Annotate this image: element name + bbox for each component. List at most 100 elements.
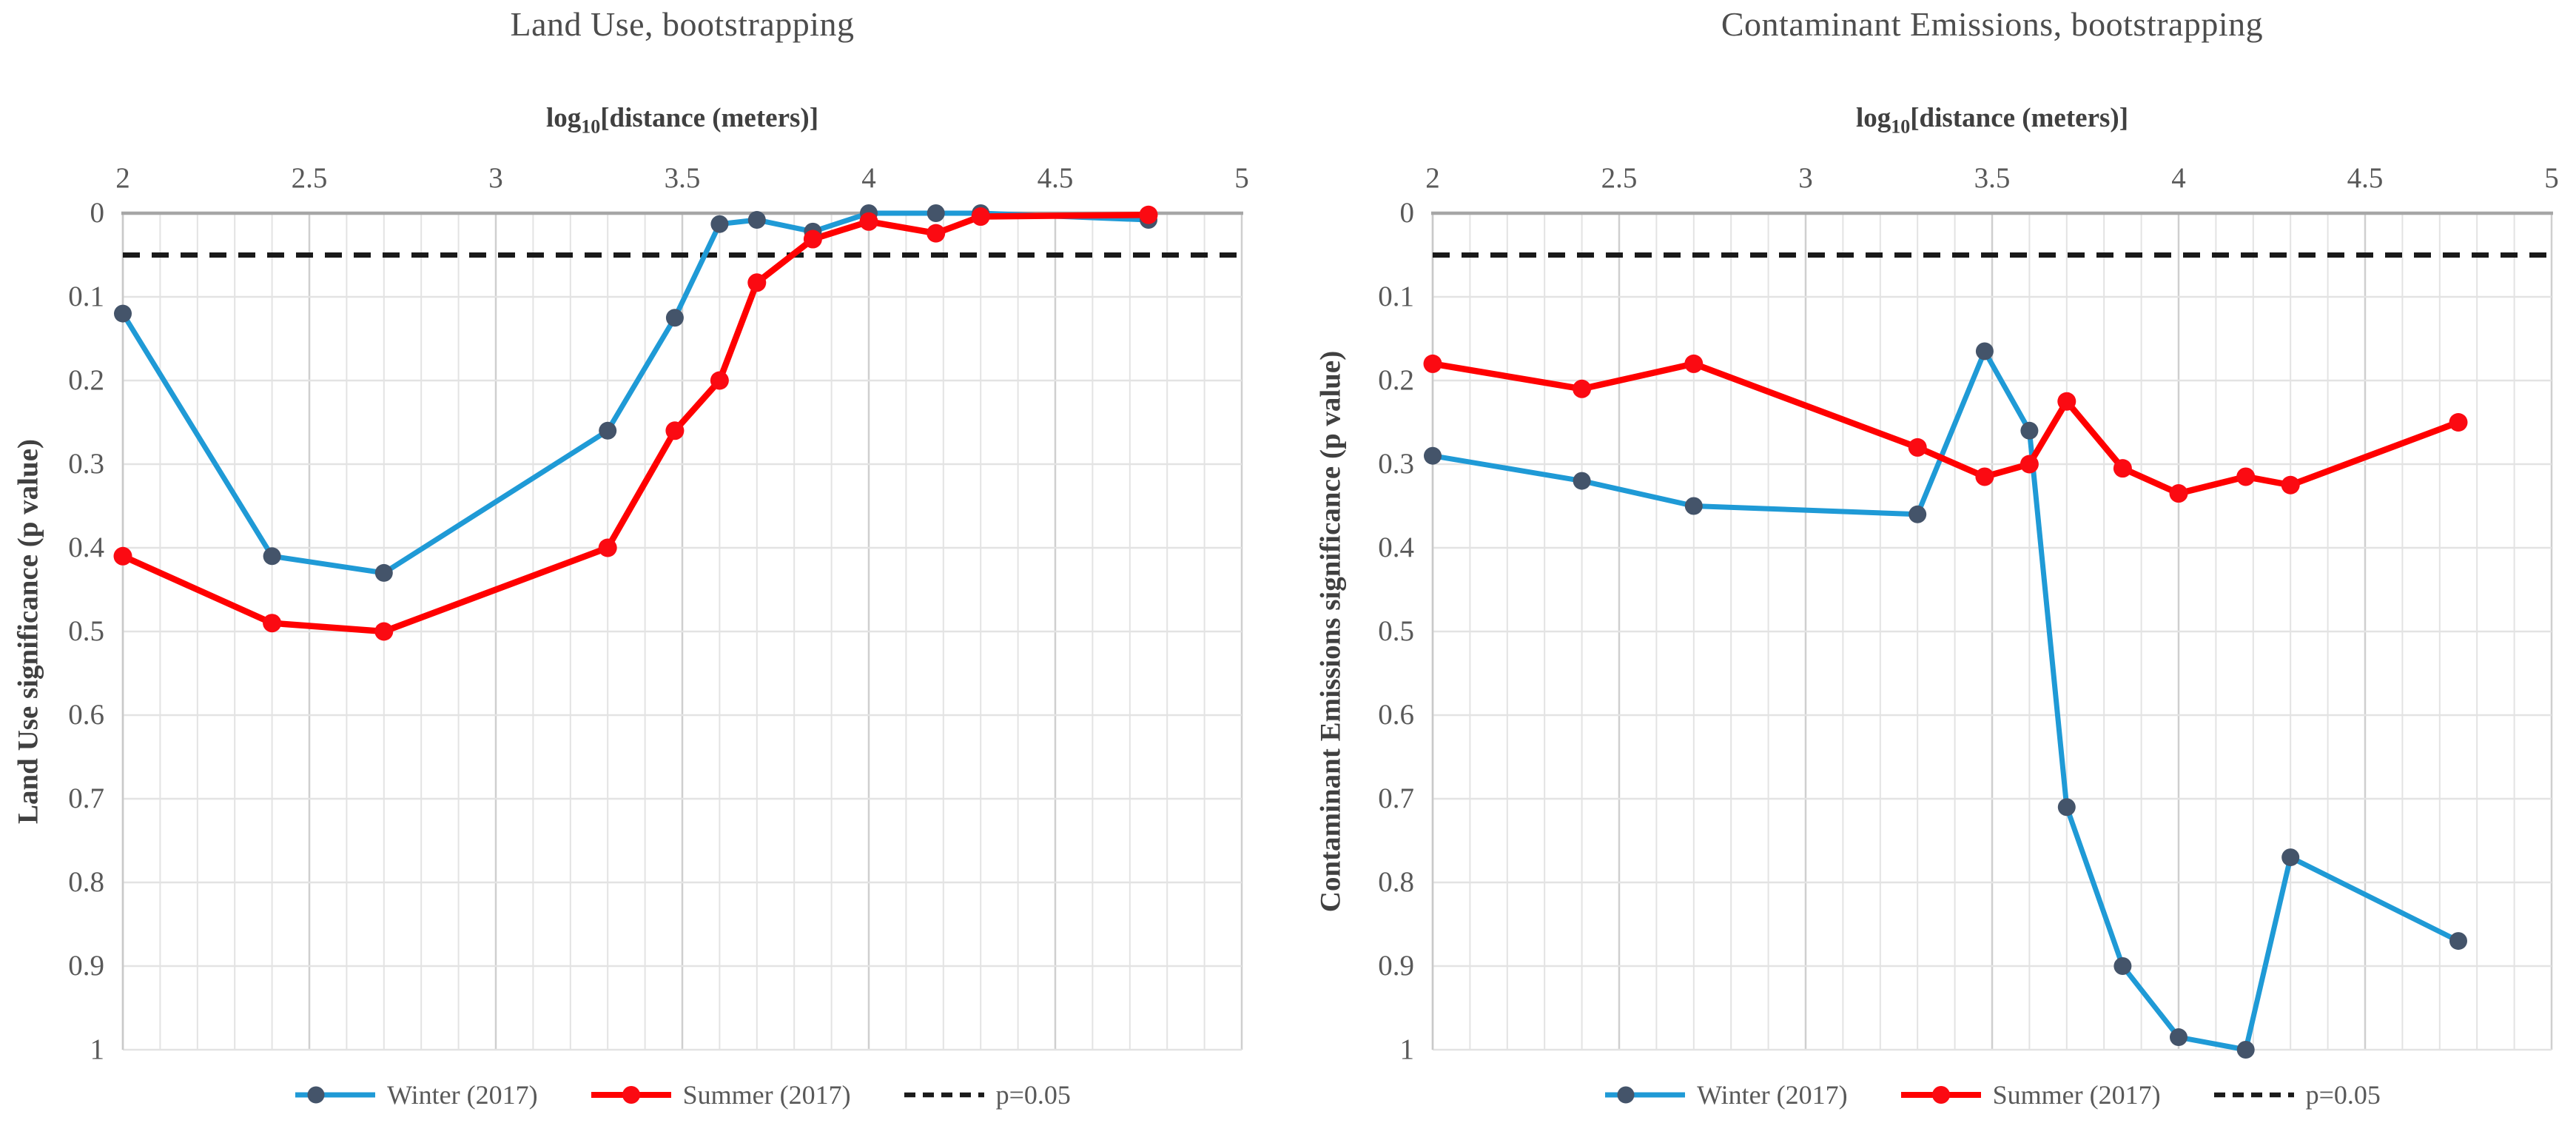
summer-data-point-marker bbox=[2057, 392, 2076, 411]
x-tick-label: 3 bbox=[1798, 162, 1813, 194]
winter-data-point-marker bbox=[1975, 342, 1994, 361]
winter-2017-line bbox=[1430, 348, 2461, 1053]
y-tick-label: 0.4 bbox=[1378, 532, 1414, 563]
summer-data-point-marker bbox=[1908, 438, 1927, 457]
x-tick-label: 2.5 bbox=[1601, 162, 1638, 194]
chart-panel-contaminant-emissions: Contaminant Emissions, bootstrapping log… bbox=[1288, 0, 2576, 1143]
y-tick-label: 0 bbox=[1399, 197, 1415, 229]
summer-data-point-marker bbox=[971, 207, 990, 227]
summer-data-point-marker bbox=[927, 224, 946, 243]
legend-item-reference: p=0.05 bbox=[903, 1079, 1071, 1110]
y-tick-label: 0.2 bbox=[68, 364, 104, 396]
legend-item-reference: p=0.05 bbox=[2213, 1079, 2381, 1110]
legend-label: Summer (2017) bbox=[1992, 1080, 2161, 1110]
legend: Winter (2017) Summer (2017) p=0.05 bbox=[123, 1079, 1242, 1110]
y-tick-label: 0.3 bbox=[68, 448, 104, 480]
winter-data-point-marker bbox=[710, 215, 729, 233]
summer-legend-swatch-icon bbox=[1900, 1086, 1981, 1104]
plot-area bbox=[113, 204, 1243, 1051]
x-tick-label: 4.5 bbox=[1037, 162, 1074, 194]
winter-legend-swatch-icon bbox=[1605, 1086, 1686, 1104]
summer-data-point-marker bbox=[1573, 379, 1592, 398]
legend-item-summer: Summer (2017) bbox=[1900, 1079, 2161, 1110]
x-tick-label: 4.5 bbox=[2347, 162, 2384, 194]
x-tick-label: 2 bbox=[1425, 162, 1440, 194]
legend-item-summer: Summer (2017) bbox=[590, 1079, 851, 1110]
y-tick-label: 0.7 bbox=[68, 782, 104, 814]
gridlines bbox=[1431, 213, 2553, 1051]
y-tick-label: 0.6 bbox=[68, 699, 104, 731]
legend-label: Winter (2017) bbox=[1697, 1080, 1848, 1110]
x-axis-label-subscript: 10 bbox=[1891, 115, 1911, 138]
summer-legend-swatch-icon bbox=[591, 1086, 671, 1104]
winter-data-point-marker bbox=[2281, 848, 2300, 867]
summer-data-point-marker bbox=[803, 229, 822, 249]
summer-data-point-marker bbox=[1975, 467, 1994, 486]
winter-data-point-marker bbox=[599, 421, 617, 440]
x-tick-label: 3 bbox=[488, 162, 503, 194]
summer-data-point-marker bbox=[2449, 413, 2468, 432]
chart-title: Contaminant Emissions, bootstrapping bbox=[1721, 5, 2264, 43]
x-axis-label-prefix: log bbox=[1855, 103, 1891, 133]
gridlines bbox=[121, 213, 1243, 1051]
winter-data-point-marker bbox=[2020, 421, 2039, 440]
summer-data-point-marker bbox=[263, 614, 282, 633]
summer-data-point-marker bbox=[859, 212, 878, 231]
plot-area bbox=[1423, 211, 2553, 1059]
summer-data-point-marker bbox=[1684, 354, 1704, 373]
winter-data-point-marker bbox=[1573, 472, 1591, 490]
y-tick-label: 0.7 bbox=[1378, 782, 1414, 814]
y-tick-label: 0.1 bbox=[68, 281, 104, 312]
summer-data-point-marker bbox=[113, 546, 132, 566]
winter-data-point-marker bbox=[1684, 497, 1703, 515]
summer-data-point-marker bbox=[747, 273, 767, 292]
x-tick-label: 2.5 bbox=[291, 162, 328, 194]
y-tick-label: 0.8 bbox=[1378, 866, 1414, 898]
winter-data-point-marker bbox=[927, 204, 945, 222]
summer-data-point-marker bbox=[1139, 205, 1158, 224]
winter-data-point-marker bbox=[1909, 505, 1927, 523]
summer-data-point-marker bbox=[2113, 459, 2132, 478]
summer-2017-line bbox=[119, 212, 1152, 635]
x-tick-label: 4 bbox=[2171, 162, 2186, 194]
summer-data-point-marker bbox=[2281, 475, 2300, 495]
winter-data-point-marker bbox=[1424, 446, 1442, 465]
legend-label: Summer (2017) bbox=[682, 1080, 851, 1110]
x-tick-label: 2 bbox=[115, 162, 130, 194]
y-tick-label: 1 bbox=[90, 1033, 105, 1065]
legend-label: Winter (2017) bbox=[387, 1080, 538, 1110]
reference-legend-swatch-icon bbox=[904, 1092, 984, 1098]
legend-label: p=0.05 bbox=[2305, 1080, 2381, 1110]
x-axis-label: log10[distance (meters)] bbox=[123, 102, 1242, 138]
winter-data-point-marker bbox=[2449, 932, 2467, 951]
legend: Winter (2017) Summer (2017) p=0.05 bbox=[1433, 1079, 2552, 1110]
winter-legend-swatch-icon bbox=[295, 1086, 376, 1104]
winter-data-point-marker bbox=[665, 309, 684, 327]
x-axis-label-subscript: 10 bbox=[581, 115, 601, 138]
summer-data-point-marker bbox=[598, 538, 617, 557]
legend-item-winter: Winter (2017) bbox=[294, 1079, 538, 1110]
winter-data-point-marker bbox=[2113, 957, 2132, 975]
winter-data-point-marker bbox=[2170, 1028, 2187, 1047]
legend-label: p=0.05 bbox=[995, 1080, 1071, 1110]
x-tick-label: 4 bbox=[861, 162, 876, 194]
winter-2017-line bbox=[120, 210, 1151, 576]
x-tick-label: 3.5 bbox=[1974, 162, 2011, 194]
y-tick-label: 0.5 bbox=[68, 615, 104, 647]
winter-data-point-marker bbox=[747, 211, 766, 229]
summer-data-point-marker bbox=[2020, 455, 2039, 474]
summer-data-point-marker bbox=[2236, 467, 2256, 486]
y-tick-label: 0.2 bbox=[1378, 364, 1414, 396]
legend-item-winter: Winter (2017) bbox=[1604, 1079, 1848, 1110]
winter-data-point-marker bbox=[263, 547, 281, 566]
x-axis-label-suffix: [distance (meters)] bbox=[1910, 103, 2129, 133]
x-tick-label: 5 bbox=[2544, 162, 2559, 194]
chart-panel-land-use: Land Use, bootstrapping log10[distance (… bbox=[13, 5, 1249, 1110]
summer-data-point-marker bbox=[710, 371, 729, 390]
x-tick-label: 3.5 bbox=[664, 162, 701, 194]
x-axis-label: log10[distance (meters)] bbox=[1433, 102, 2552, 138]
y-tick-label: 0.1 bbox=[1378, 281, 1414, 312]
y-tick-label: 0.9 bbox=[68, 950, 104, 982]
winter-data-point-marker bbox=[114, 304, 132, 323]
